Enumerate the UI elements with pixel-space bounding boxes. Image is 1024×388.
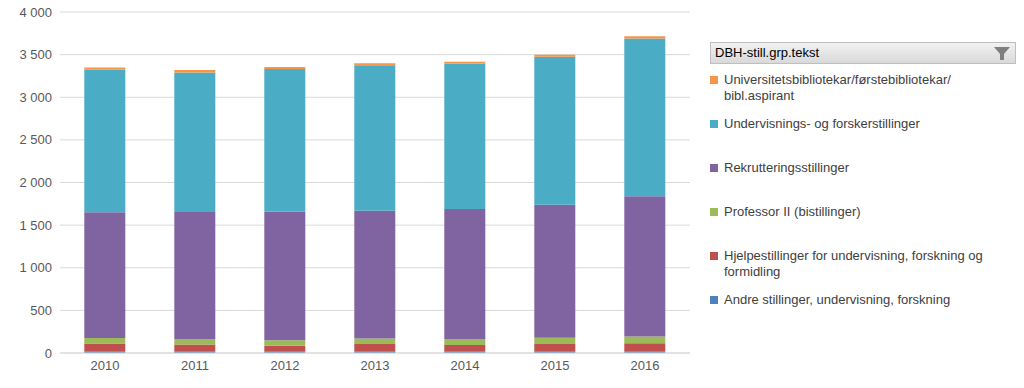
- svg-text:2 000: 2 000: [19, 175, 52, 190]
- svg-text:1 500: 1 500: [19, 218, 52, 233]
- svg-text:500: 500: [30, 303, 52, 318]
- svg-text:3 000: 3 000: [19, 90, 52, 105]
- svg-text:1 000: 1 000: [19, 260, 52, 275]
- html-text:Rekrutteringsstillinger: Rekrutteringsstillinger: [724, 160, 849, 175]
- svg-text:0: 0: [45, 346, 52, 361]
- svg-text:2011: 2011: [181, 358, 209, 373]
- svg-text:2 500: 2 500: [19, 132, 52, 147]
- html-text:DBH-still.grp.tekst: DBH-still.grp.tekst: [715, 45, 819, 60]
- html-text:Andre stillinger, undervisning: Andre stillinger, undervisning, forsknin…: [724, 292, 951, 307]
- html-text:Universitetsbibliotekar/første: Universitetsbibliotekar/førstebiblioteka…: [724, 72, 951, 103]
- html-text:Hjelpestillinger for undervisn: Hjelpestillinger for undervisning, forsk…: [724, 248, 983, 279]
- svg-text:2013: 2013: [361, 358, 390, 373]
- html-text:Undervisnings- og forskerstill: Undervisnings- og forskerstillinger: [724, 116, 920, 131]
- svg-text:2010: 2010: [91, 358, 120, 373]
- svg-text:2012: 2012: [271, 358, 300, 373]
- svg-text:2014: 2014: [451, 358, 480, 373]
- svg-text:4 000: 4 000: [19, 5, 52, 20]
- html-text:Professor II (bistillinger): Professor II (bistillinger): [724, 204, 861, 219]
- svg-text:2016: 2016: [631, 358, 660, 373]
- svg-text:3 500: 3 500: [19, 47, 52, 62]
- svg-text:2015: 2015: [541, 358, 570, 373]
